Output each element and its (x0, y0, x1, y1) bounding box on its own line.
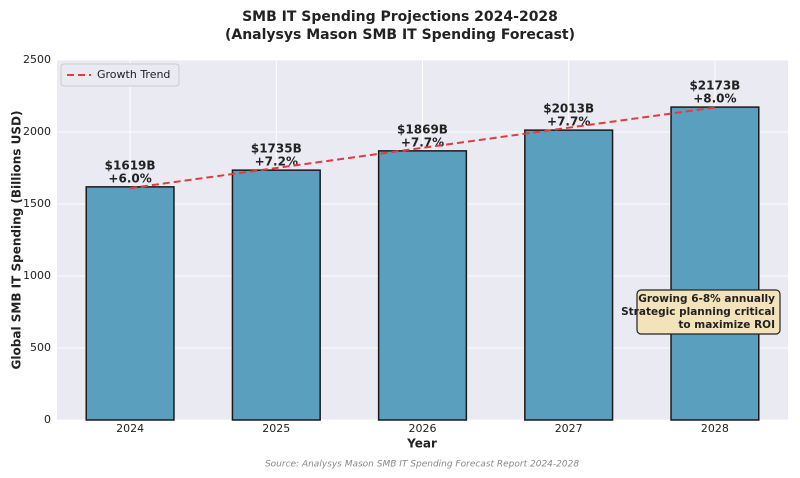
value-label: $1869B (397, 122, 448, 136)
bar (670, 106, 760, 421)
x-tick-label: 2026 (409, 422, 437, 435)
x-tick-label: 2027 (555, 422, 583, 435)
value-label: $2013B (543, 102, 594, 116)
legend-box (60, 63, 180, 87)
value-label: $2173B (689, 79, 740, 93)
y-tick-label: 2000 (23, 125, 51, 138)
growth-label: +7.2% (255, 155, 298, 169)
value-label: $1735B (251, 142, 302, 156)
growth-label: +7.7% (401, 135, 444, 149)
value-label: $1619B (105, 158, 156, 172)
growth-label: +7.7% (547, 115, 590, 129)
bar (85, 186, 175, 421)
y-tick-label: 0 (44, 413, 51, 426)
x-tick-label: 2024 (116, 422, 144, 435)
y-tick-label: 2500 (23, 53, 51, 66)
chart-title: SMB IT Spending Projections 2024-2028 (242, 9, 558, 25)
annotation-text: to maximize ROI (678, 319, 775, 331)
y-tick-label: 1000 (23, 269, 51, 282)
annotation-box (636, 289, 781, 335)
legend-label: Growth Trend (97, 68, 170, 81)
source-note: Source: Analysys Mason SMB IT Spending F… (265, 460, 579, 470)
bar (377, 150, 468, 421)
y-tick-label: 1500 (23, 197, 51, 210)
x-tick-label: 2025 (262, 422, 290, 435)
growth-label: +8.0% (693, 92, 736, 106)
bar (524, 129, 614, 421)
x-tick-label: 2028 (701, 422, 729, 435)
chart-subtitle: (Analysys Mason SMB IT Spending Forecast… (225, 27, 575, 43)
y-tick-label: 500 (30, 341, 51, 354)
growth-label: +6.0% (108, 171, 151, 185)
bar (231, 169, 321, 421)
y-axis-label: Global SMB IT Spending (Billions USD) (10, 111, 24, 370)
x-axis-label: Year (406, 437, 437, 451)
annotation-text: Growing 6-8% annually (638, 293, 775, 305)
annotation-text: Strategic planning critical (621, 306, 775, 318)
